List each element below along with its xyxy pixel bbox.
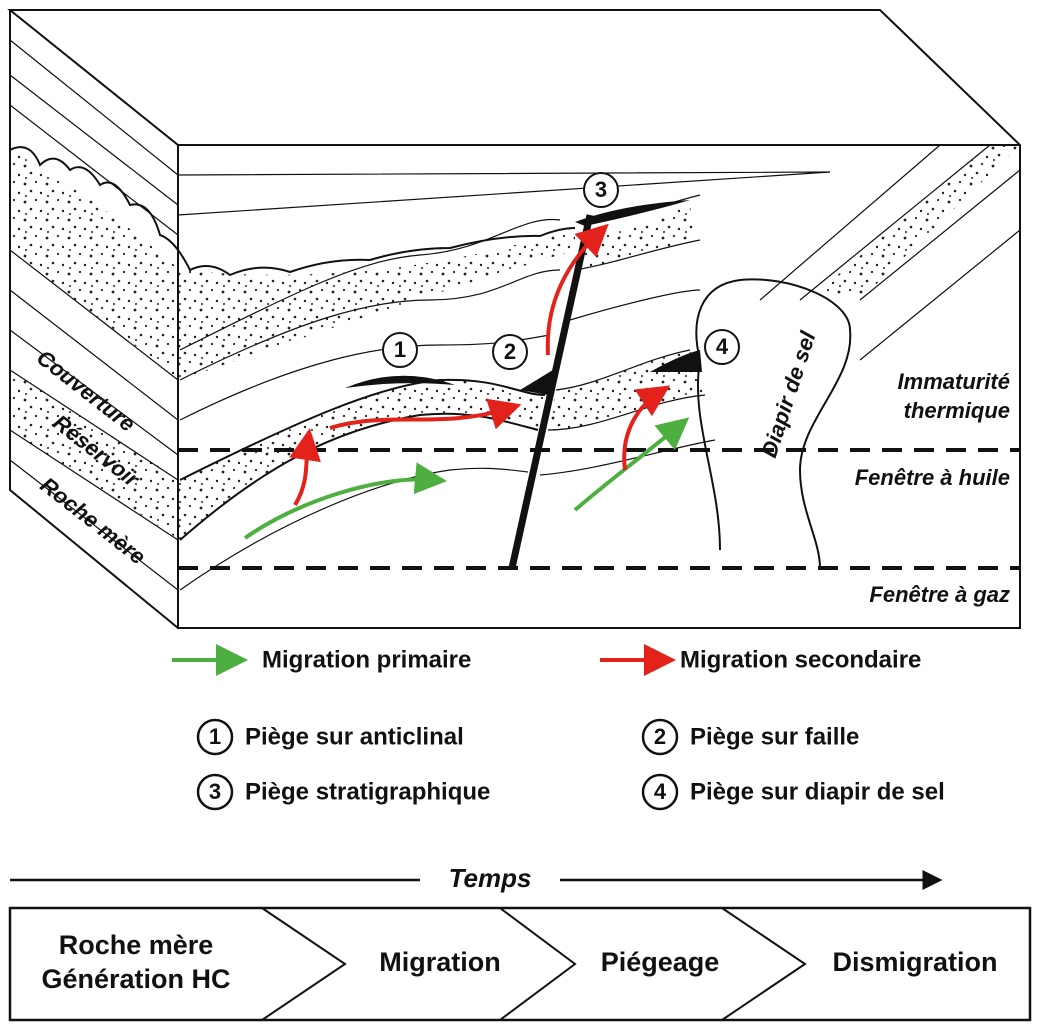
trap-number: 1 [209, 724, 221, 749]
trap-number: 4 [716, 334, 729, 359]
sand-band [10, 150, 575, 380]
trap-label: Piège sur faille [690, 723, 859, 750]
trap-number: 1 [394, 337, 406, 362]
trap-circle [196, 718, 234, 756]
timeline: Temps Roche mère Génération HC Migration Pi… [8, 863, 1032, 1022]
timeline-step: Piégeage [601, 947, 720, 977]
timeline-steps: Roche mère Génération HC Migration Piégeage… [41, 930, 997, 994]
trap-number: 2 [654, 724, 666, 749]
zone-label: Immaturité [898, 369, 1010, 394]
trap-circle [196, 773, 234, 811]
timeline-step: Génération HC [41, 964, 230, 994]
trap-number: 4 [654, 779, 667, 804]
timeline-step: Roche mère [59, 930, 214, 960]
block: 1 2 3 4 Couverture Réservoir Roche mère … [7, 9, 1021, 629]
trap-circle [641, 718, 679, 756]
trap-number: 3 [595, 177, 607, 202]
zone-label: thermique [904, 398, 1010, 423]
timeline-label: Temps [449, 863, 532, 893]
sand-band [820, 145, 1020, 300]
sand-band [10, 370, 180, 540]
legend-label: Migration secondaire [680, 646, 921, 673]
trap-number: 2 [504, 339, 516, 364]
legend-label: Migration primaire [262, 646, 471, 673]
trap-circle [641, 773, 679, 811]
trap-label: Piège sur diapir de sel [690, 778, 945, 805]
legend: Migration primaire Migration secondaire … [172, 644, 945, 811]
zone-label: Fenêtre à gaz [869, 582, 1010, 607]
zone-label: Fenêtre à huile [855, 465, 1010, 490]
timeline-step: Migration [379, 947, 501, 977]
diapir-label: Diapir de sel [756, 328, 820, 461]
trap-label: Piège stratigraphique [245, 778, 490, 805]
timeline-step: Dismigration [832, 947, 997, 977]
sand-band [180, 379, 545, 540]
trap-label: Piège sur anticlinal [245, 723, 464, 750]
trap-number: 3 [209, 779, 221, 804]
